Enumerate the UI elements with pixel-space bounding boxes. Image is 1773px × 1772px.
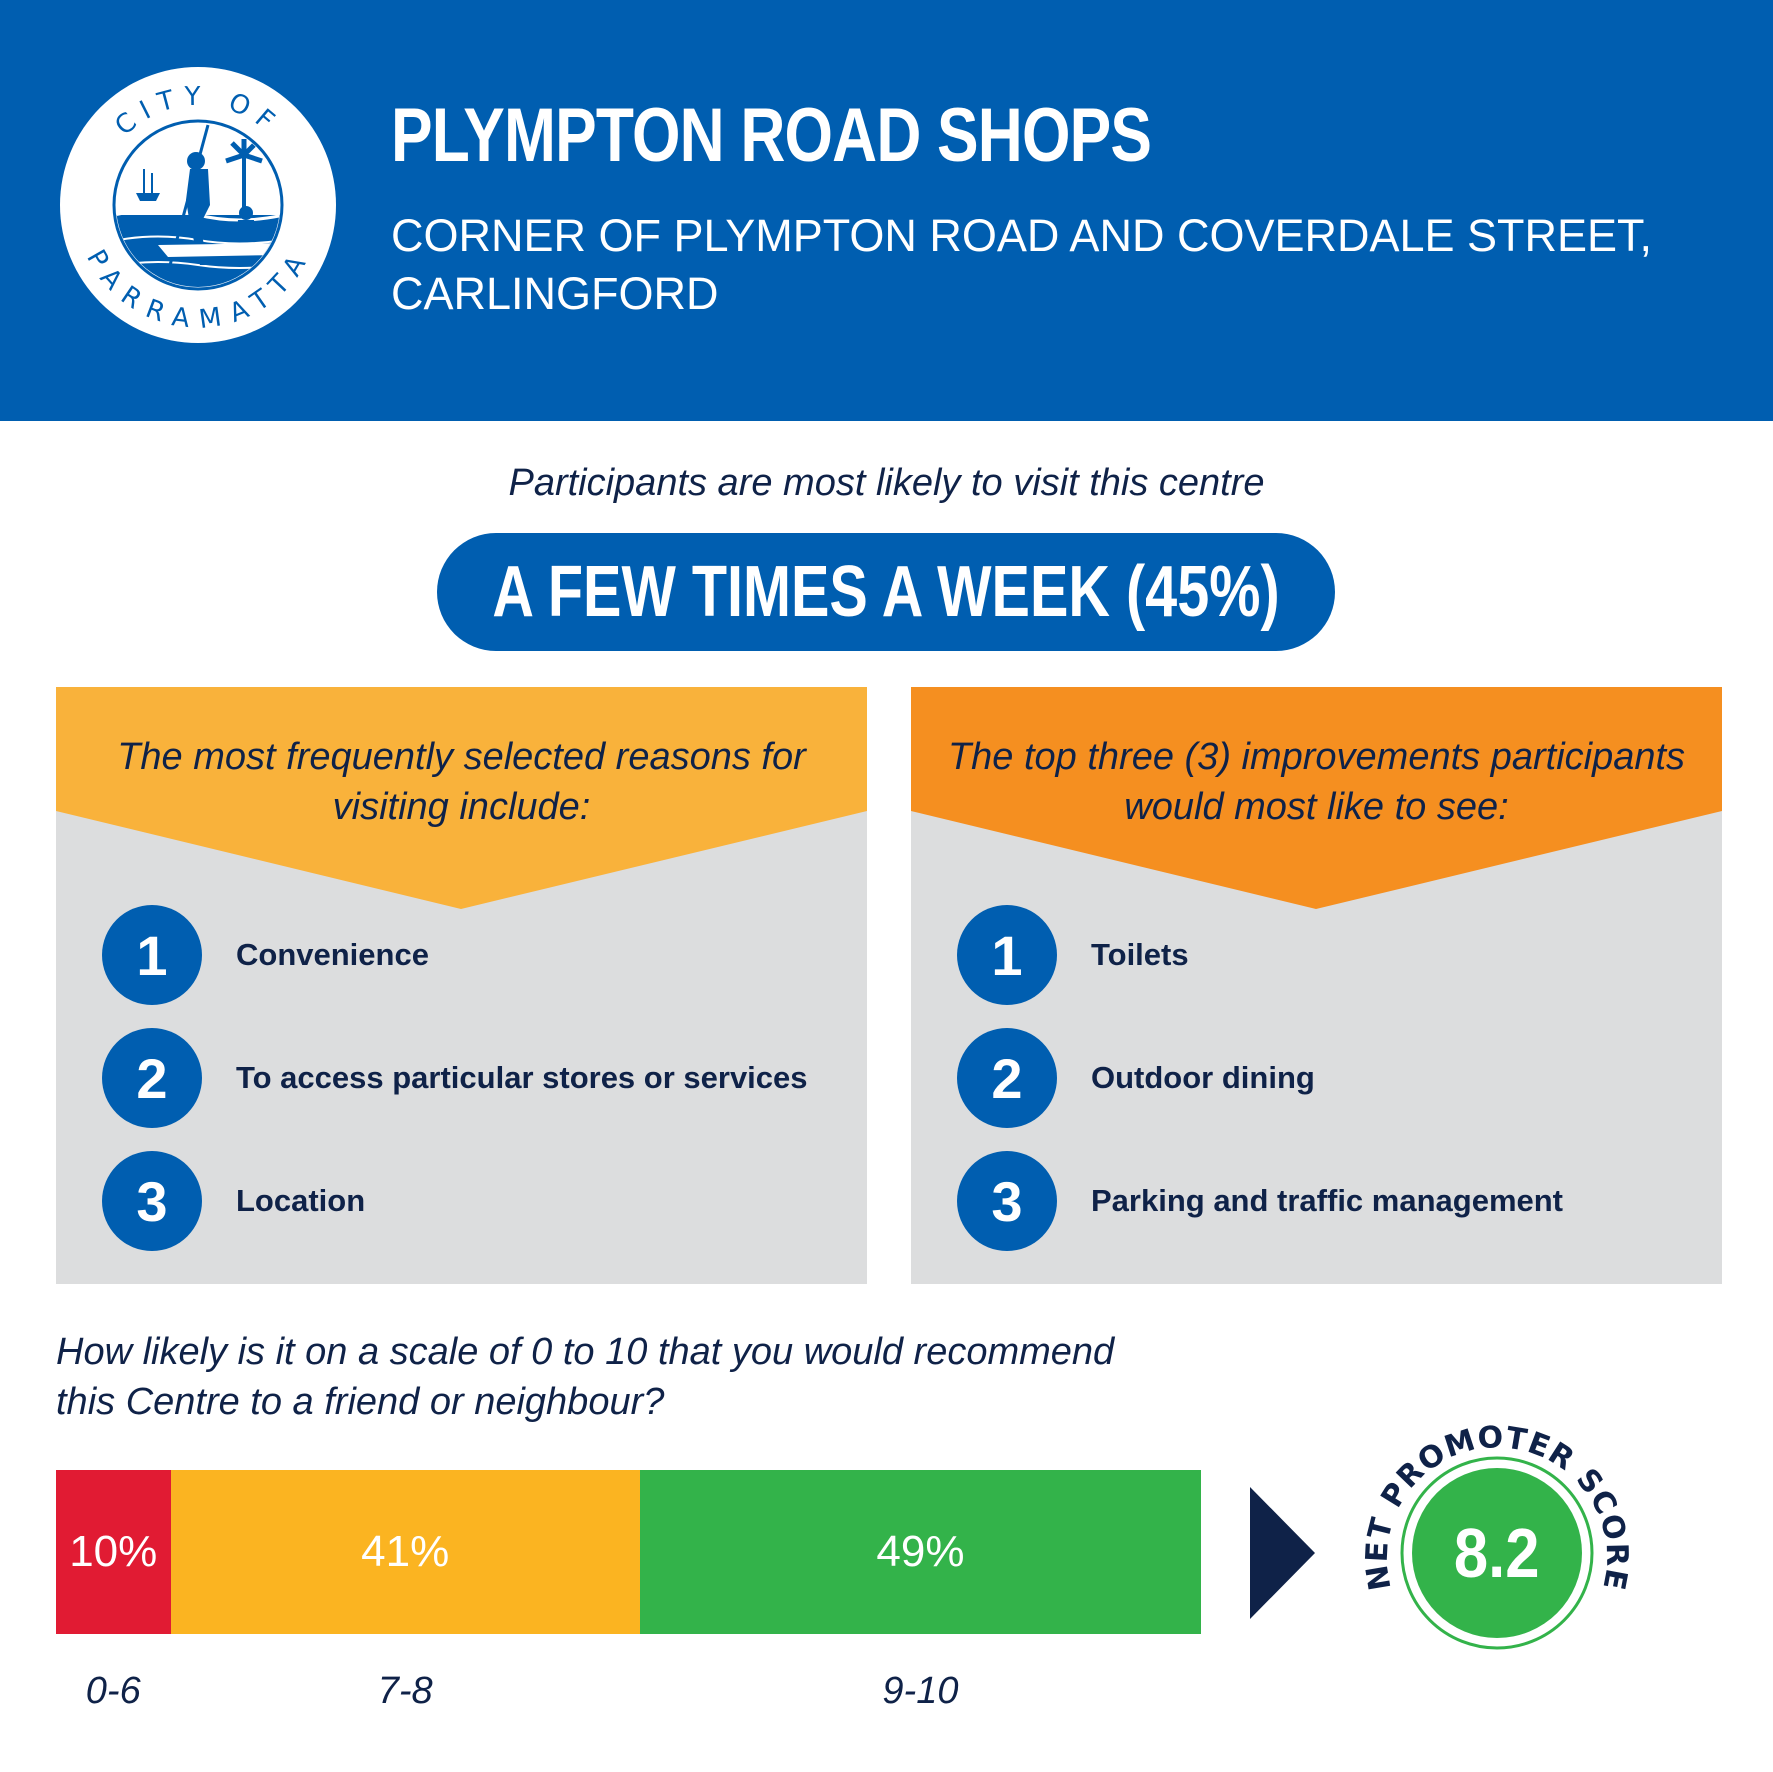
rank-badge: 2	[957, 1028, 1057, 1128]
subtitle-line-1: CORNER OF PLYMPTON ROAD AND COVERDALE ST…	[391, 210, 1653, 261]
visit-frequency-pill: A FEW TIMES A WEEK (45%)	[437, 533, 1335, 651]
question-line-1: How likely is it on a scale of 0 to 10 t…	[56, 1331, 1115, 1373]
list-item: 1 Convenience	[102, 905, 429, 1005]
improvement-label: Outdoor dining	[1091, 1060, 1315, 1095]
nps-value-text: 8.2	[1454, 1514, 1540, 1592]
bar-segment-passives: 41%	[170, 1470, 640, 1634]
reason-label: To access particular stores or services	[236, 1060, 808, 1095]
improvements-heading-line-1: The top three (3) improvements participa…	[947, 736, 1686, 778]
reasons-heading-line-2: visiting include:	[332, 786, 591, 828]
bar-segment-detractors: 10%	[56, 1470, 171, 1634]
list-item: 2 Outdoor dining	[957, 1028, 1315, 1128]
improvement-label: Toilets	[1091, 937, 1189, 972]
city-of-parramatta-logo: CITY OF PARRAMATTA	[60, 67, 336, 343]
list-item: 3 Location	[102, 1151, 365, 1251]
reason-label: Convenience	[236, 937, 429, 972]
rank-badge: 1	[957, 905, 1057, 1005]
rank-badge: 3	[957, 1151, 1057, 1251]
reason-label: Location	[236, 1183, 366, 1218]
rank-badge: 1	[102, 905, 202, 1005]
list-item: 3 Parking and traffic management	[957, 1151, 1563, 1251]
segment-value-label: 10%	[69, 1527, 158, 1576]
page-title: PLYMPTON ROAD SHOPS	[391, 93, 1152, 178]
segment-range-label: 7-8	[377, 1670, 433, 1712]
visit-frequency-value: A FEW TIMES A WEEK (45%)	[492, 552, 1280, 632]
segment-value-label: 49%	[876, 1527, 965, 1576]
arrow-right-icon	[1250, 1487, 1315, 1619]
rank-badge: 2	[102, 1028, 202, 1128]
segment-value-label: 41%	[361, 1527, 450, 1576]
rank-badge: 3	[102, 1151, 202, 1251]
subtitle-line-2: CARLINGFORD	[391, 268, 719, 319]
reasons-panel: The most frequently selected reasons for…	[56, 687, 867, 1284]
reasons-heading: The most frequently selected reasons for…	[56, 732, 867, 832]
improvements-banner	[911, 687, 1722, 909]
bar-segment-promoters: 49%	[639, 1470, 1201, 1634]
improvements-heading: The top three (3) improvements participa…	[911, 732, 1722, 832]
segment-range-label: 0-6	[85, 1670, 141, 1712]
recommend-question: How likely is it on a scale of 0 to 10 t…	[56, 1327, 1206, 1427]
list-item: 2 To access particular stores or service…	[102, 1028, 808, 1128]
list-item: 1 Toilets	[957, 905, 1189, 1005]
net-promoter-score-badge: NET PROMOTER SCORE	[1360, 1420, 1633, 1650]
improvement-label: Parking and traffic management	[1091, 1183, 1564, 1218]
improvements-panel: The top three (3) improvements participa…	[911, 687, 1722, 1284]
header-banner: CITY OF PARRAMATTA PL	[0, 0, 1773, 421]
nps-value: 8.2	[1412, 1468, 1582, 1638]
segment-range-label: 9-10	[882, 1670, 959, 1712]
reasons-heading-line-1: The most frequently selected reasons for	[117, 736, 806, 778]
location-subtitle: CORNER OF PLYMPTON ROAD AND COVERDALE ST…	[391, 207, 1691, 323]
reasons-banner	[56, 687, 867, 909]
improvements-heading-line-2: would most like to see:	[1124, 786, 1509, 828]
question-line-2: this Centre to a friend or neighbour?	[56, 1381, 665, 1423]
visit-intro-text: Participants are most likely to visit th…	[508, 462, 1265, 504]
